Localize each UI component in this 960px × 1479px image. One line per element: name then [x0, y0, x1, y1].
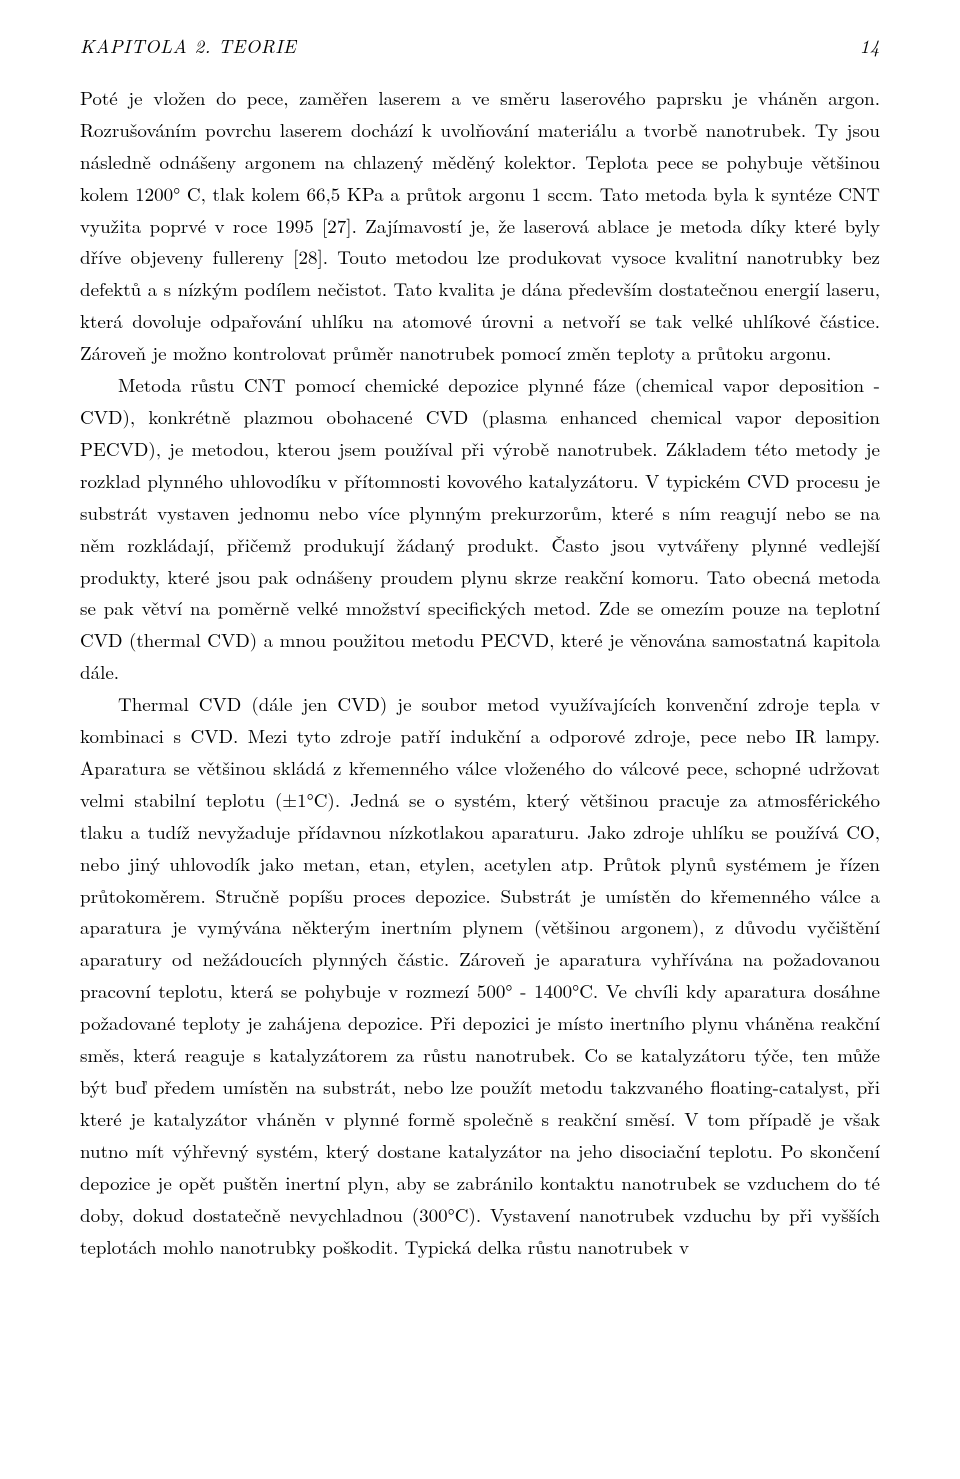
header-left: KAPITOLA 2. TEORIE: [80, 30, 296, 62]
running-header: KAPITOLA 2. TEORIE 14: [80, 30, 880, 62]
paragraph-1: Poté je vložen do pece, zaměřen laserem …: [80, 82, 880, 369]
paragraph-3: Thermal CVD (dále jen CVD) je soubor met…: [80, 688, 880, 1262]
page: KAPITOLA 2. TEORIE 14 Poté je vložen do …: [0, 0, 960, 1479]
page-number: 14: [860, 30, 880, 62]
paragraph-2: Metoda růstu CNT pomocí chemické depozic…: [80, 369, 880, 688]
